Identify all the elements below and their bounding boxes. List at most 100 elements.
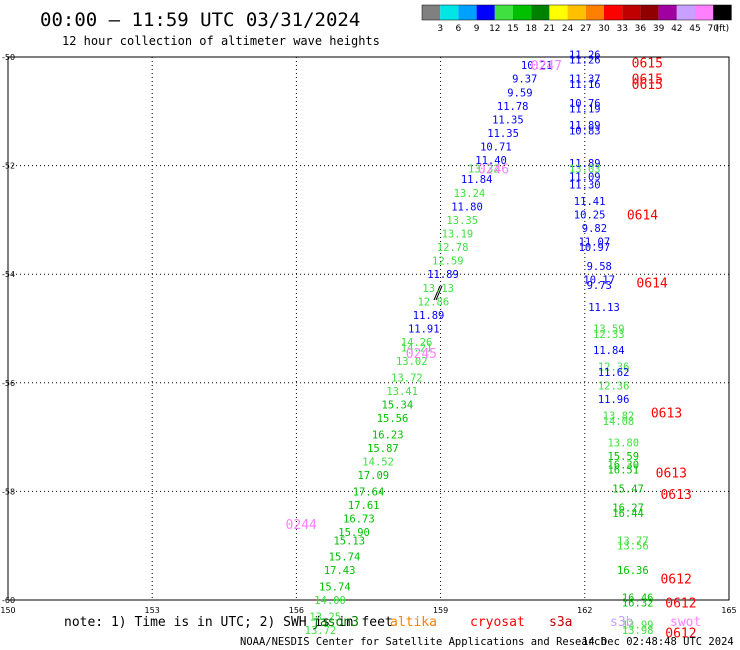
x-tick-label: 159 — [433, 606, 448, 615]
pass-time-label: 0245 — [406, 347, 437, 362]
wave-height-point: 11.78 — [497, 101, 529, 113]
chart-title: 00:00 – 11:59 UTC 03/31/2024 — [40, 9, 360, 31]
colorbar-tick: 36 — [635, 24, 647, 34]
colorbar-swatch — [585, 5, 604, 20]
colorbar-swatch — [713, 5, 732, 20]
wave-height-point: 15.87 — [367, 443, 399, 455]
wave-height-point: 13.98 — [622, 625, 654, 637]
wave-height-point: 16.30 — [607, 459, 639, 471]
wave-height-point: 11.41 — [574, 196, 606, 208]
wave-height-point: 11.26 — [569, 55, 601, 67]
wave-height-point: 15.13 — [333, 535, 365, 547]
colorbar: 3 6 9 12 15 18 21 24 27 30 33 36 39 42 45 70(ft) — [421, 4, 732, 34]
colorbar-swatch — [640, 5, 659, 20]
wave-height-point: 11.62 — [598, 367, 630, 379]
wave-height-point: 13.03 — [569, 163, 601, 175]
x-tick-label: 165 — [721, 606, 736, 615]
y-tick-label: -54 — [2, 270, 15, 279]
pass-time-label: 0613 — [651, 407, 682, 422]
wave-height-point: 11.89 — [569, 120, 601, 132]
wave-height-point: 11.09 — [569, 171, 601, 183]
wave-height-point: 15.74 — [329, 552, 361, 564]
plot-frame — [7, 56, 730, 601]
wave-height-point: 17.61 — [348, 500, 380, 512]
track-marker — [433, 285, 443, 301]
colorbar-swatch — [458, 5, 477, 20]
y-tick-label: -60 — [2, 596, 15, 605]
wave-height-point: 11.40 — [475, 155, 507, 167]
colorbar-border — [421, 4, 732, 21]
wave-height-point: 11.26 — [569, 49, 601, 61]
wave-height-point: 10.97 — [579, 242, 611, 254]
pass-time-label: 0612 — [660, 572, 691, 587]
legend-entry: cryosat — [470, 615, 525, 630]
wave-height-point: 13.19 — [442, 228, 474, 240]
wave-height-point: 12.78 — [437, 242, 469, 254]
wave-height-point: 11.96 — [598, 394, 630, 406]
wave-height-point: 14.08 — [603, 416, 635, 428]
pass-time-label: 0246 — [478, 162, 509, 177]
colorbar-tick: 33 — [616, 24, 627, 34]
wave-height-point: 16.51 — [607, 465, 639, 477]
colorbar-tick: 27 — [580, 24, 591, 34]
wave-height-point: 14.26 — [401, 337, 433, 349]
pass-labels: 0247024602450244061506150615061406140613… — [286, 56, 697, 641]
wave-height-point: 16.27 — [612, 503, 644, 515]
legend-entry: altika — [390, 615, 437, 630]
wave-height-point: 13.72 — [391, 372, 423, 384]
colorbar-tick: 70 — [707, 24, 719, 34]
pass-time-label: 0615 — [632, 56, 663, 71]
credit-text: NOAA/NESDIS Center for Satellite Applica… — [240, 636, 607, 648]
colorbar-swatch — [622, 5, 641, 20]
x-tick-label: 162 — [577, 606, 592, 615]
note-text: note: 1) Time is in UTC; 2) SWH is in fe… — [64, 615, 393, 630]
wave-height-point: 15.34 — [382, 400, 414, 412]
wave-height-point: 15.90 — [338, 527, 370, 539]
grid — [8, 57, 729, 600]
wave-height-point: 11.91 — [408, 324, 440, 336]
satellite-legend: jason3 altika cryosat s3a s3b swot — [312, 615, 701, 630]
wave-height-point: 17.43 — [324, 565, 356, 577]
wave-height-point: 9.82 — [582, 223, 607, 235]
colorbar-tick: 21 — [544, 24, 555, 34]
wave-height-point: 11.07 — [579, 237, 611, 249]
wave-height-point: 12.86 — [418, 296, 450, 308]
x-tick-label: 156 — [289, 606, 304, 615]
pass-time-label: 0247 — [531, 59, 562, 74]
wave-height-point: 15.59 — [607, 451, 639, 463]
wave-height-point: 10.71 — [480, 142, 512, 154]
wave-height-point: 15.56 — [377, 413, 409, 425]
wave-height-point: 13.77 — [617, 535, 649, 547]
colorbar-tick: 42 — [671, 24, 682, 34]
wave-height-point: 11.84 — [593, 345, 625, 357]
wave-height-point: 10.17 — [583, 275, 615, 287]
colorbar-swatch — [658, 5, 677, 20]
wave-height-point: 11.35 — [492, 114, 524, 126]
pass-time-label: 0614 — [636, 276, 667, 291]
wave-height-point: 13.82 — [603, 410, 635, 422]
chart-subtitle: 12 hour collection of altimeter wave hei… — [62, 34, 380, 48]
wave-height-point: 11.89 — [413, 310, 445, 322]
wave-height-point: 11.84 — [461, 174, 493, 186]
wave-height-point: 14.52 — [362, 457, 394, 469]
wave-height-point: 13.99 — [622, 619, 654, 631]
colorbar-swatch — [604, 5, 623, 20]
wave-height-point: 12.36 — [598, 362, 630, 374]
colorbar-tick: 45 — [689, 24, 700, 34]
wave-height-point: 11.35 — [487, 128, 519, 140]
wave-height-point: 16.32 — [622, 598, 654, 610]
colorbar-tick: 12 — [489, 24, 500, 34]
wave-height-point: 15.47 — [612, 484, 644, 496]
axis-ticks: 150 153 156 159 162 165 -50 -52 -54 -56 -58 -60 — [0, 53, 736, 615]
wave-height-point: 16.36 — [617, 565, 649, 577]
colorbar-tick: 18 — [525, 24, 537, 34]
wave-height-point: 13.24 — [454, 188, 486, 200]
wave-height-point: 13.13 — [422, 283, 454, 295]
legend-entry: s3a — [549, 615, 572, 630]
wave-height-point: 9.73 — [587, 280, 612, 292]
wave-height-point: 13.35 — [446, 215, 478, 227]
wave-height-point: 17.09 — [358, 470, 390, 482]
colorbar-swatch — [531, 5, 550, 20]
colorbar-swatch — [549, 5, 568, 20]
